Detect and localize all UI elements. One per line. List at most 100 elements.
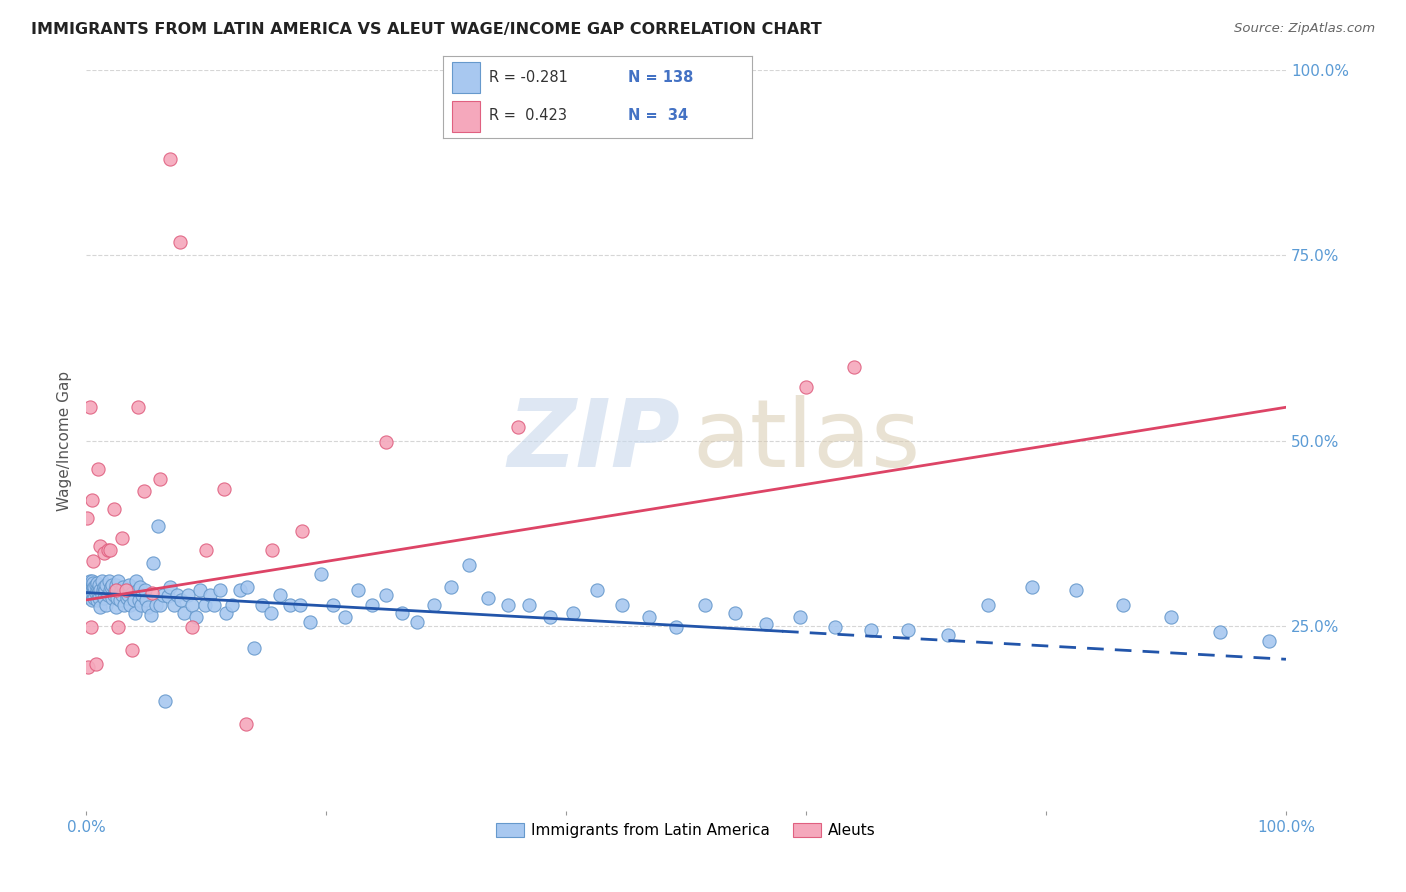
Point [77,582,100,596]
Point [114,598,136,612]
Point [87,462,110,476]
Point [83,580,105,594]
Point [111,532,134,546]
Point [180,598,202,612]
Point [146,519,169,533]
Point [322,598,344,612]
Point [194,598,217,612]
Point [86,593,108,607]
Point [84,585,107,599]
Point [93,591,115,605]
Point [105,583,128,598]
Point [155,694,177,708]
Point [83,591,105,605]
Point [97,543,120,558]
Point [170,593,193,607]
Point [637,610,659,624]
FancyBboxPatch shape [453,101,479,132]
Point [129,580,152,594]
Point [90,574,112,589]
Point [156,589,179,603]
Point [120,598,142,612]
Point [93,580,115,594]
Point [112,580,135,594]
Text: R = -0.281: R = -0.281 [489,70,568,86]
Point [221,598,243,612]
Point [82,575,104,590]
Point [360,598,382,612]
Point [101,591,124,605]
Point [103,588,125,602]
Point [897,623,920,637]
Point [977,598,1000,612]
Y-axis label: Wage/Income Gap: Wage/Income Gap [58,370,72,511]
Point [107,620,129,634]
Point [1021,580,1043,594]
Text: N =  34: N = 34 [628,108,689,123]
Point [105,591,128,605]
Point [134,583,156,598]
Text: atlas: atlas [692,394,921,487]
Text: Source: ZipAtlas.com: Source: ZipAtlas.com [1234,22,1375,36]
Point [110,583,132,598]
Point [936,628,959,642]
Point [299,615,322,630]
Point [269,588,291,602]
Point [82,580,104,594]
Point [173,606,195,620]
Point [77,659,100,673]
Point [94,583,117,598]
Point [80,574,103,589]
Point [139,607,162,622]
Point [128,593,150,607]
Point [97,588,120,602]
Point [93,546,115,560]
Point [98,583,121,598]
Point [195,543,218,558]
Point [89,539,111,553]
Point [538,610,561,624]
Point [188,583,211,598]
Point [440,580,463,594]
Point [111,588,134,602]
Point [98,543,121,558]
Point [789,610,811,624]
Point [82,585,104,599]
Point [127,583,149,598]
Point [1160,610,1182,624]
Point [236,580,259,594]
Point [309,567,332,582]
Point [117,588,139,602]
Point [90,588,112,602]
Point [91,583,114,598]
Point [149,598,172,612]
Point [1112,598,1135,612]
Point [724,606,747,620]
Point [159,152,181,166]
Point [166,588,188,602]
Point [101,578,124,592]
Point [859,623,882,637]
Text: N = 138: N = 138 [628,70,693,86]
Point [105,600,128,615]
Point [562,606,585,620]
Point [375,435,398,450]
Point [252,598,274,612]
Point [794,380,817,394]
Point [79,591,101,605]
Point [335,610,357,624]
Point [152,588,174,602]
Point [291,524,314,538]
Point [122,593,145,607]
Point [132,483,155,498]
Point [198,588,221,602]
Point [169,235,191,249]
Point [84,657,107,672]
Point [80,492,103,507]
Point [89,591,111,605]
Point [288,598,311,612]
Point [235,716,257,731]
Point [755,617,778,632]
Point [131,588,153,602]
Point [517,598,540,612]
